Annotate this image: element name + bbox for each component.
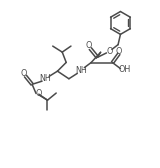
- Text: O: O: [36, 89, 42, 98]
- Text: O: O: [116, 47, 122, 55]
- Text: O: O: [106, 47, 112, 56]
- Text: O: O: [21, 69, 27, 78]
- Text: OH: OH: [119, 65, 131, 74]
- Text: O: O: [86, 41, 92, 50]
- Text: NH: NH: [40, 74, 52, 83]
- Text: NH: NH: [75, 66, 87, 75]
